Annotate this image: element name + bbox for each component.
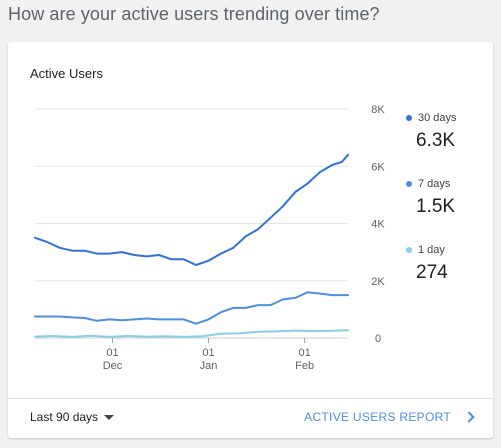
y-tick-label: 6K	[371, 161, 385, 173]
series-line-7-days	[34, 291, 349, 325]
legend-item-1-day: 1 day 274	[406, 244, 448, 284]
page-question: How are your active users trending over …	[8, 4, 380, 24]
x-tick-month-label: Jan	[200, 360, 218, 372]
legend-dot-30-days	[406, 115, 412, 121]
legend-label-7-days: 7 days	[418, 178, 451, 190]
series-line-30-days	[34, 153, 349, 266]
card-title: Active Users	[30, 66, 103, 81]
legend-label-1-day: 1 day	[418, 244, 445, 256]
active-users-report-link[interactable]: ACTIVE USERS REPORT	[304, 410, 475, 424]
chevron-right-icon	[463, 411, 475, 423]
x-tick-month-label: Feb	[295, 360, 314, 372]
legend-value-30-days: 6.3K	[416, 130, 456, 151]
x-tick-day-label: 01	[298, 347, 310, 359]
card-divider	[8, 398, 493, 399]
x-tick-day-label: 01	[202, 347, 214, 359]
legend-dot-7-days	[406, 181, 412, 187]
legend-item-30-days: 30 days 6.3K	[406, 112, 457, 152]
x-tick-month-label: Dec	[103, 360, 123, 372]
y-tick-label: 2K	[371, 276, 385, 288]
legend-label-30-days: 30 days	[418, 112, 457, 124]
date-range-dropdown[interactable]: Last 90 days	[30, 410, 115, 424]
y-tick-label: 4K	[371, 219, 385, 231]
x-tick-day-label: 01	[106, 347, 118, 359]
y-tick-label: 8K	[371, 104, 385, 116]
series-line-1-day	[34, 329, 349, 338]
legend-item-7-days: 7 days 1.5K	[406, 178, 455, 218]
active-users-card: Active Users 8K 6K 4K 2K 0 01 Dec 01 Jan 01 Feb 30…	[8, 42, 493, 438]
report-link-label: ACTIVE USERS REPORT	[304, 410, 451, 424]
date-range-label: Last 90 days	[30, 410, 99, 424]
y-tick-label: 0	[375, 333, 381, 345]
legend-dot-1-day	[406, 247, 412, 253]
legend-value-7-days: 1.5K	[416, 196, 456, 217]
legend-value-1-day: 274	[416, 262, 448, 283]
caret-down-icon	[104, 414, 115, 420]
